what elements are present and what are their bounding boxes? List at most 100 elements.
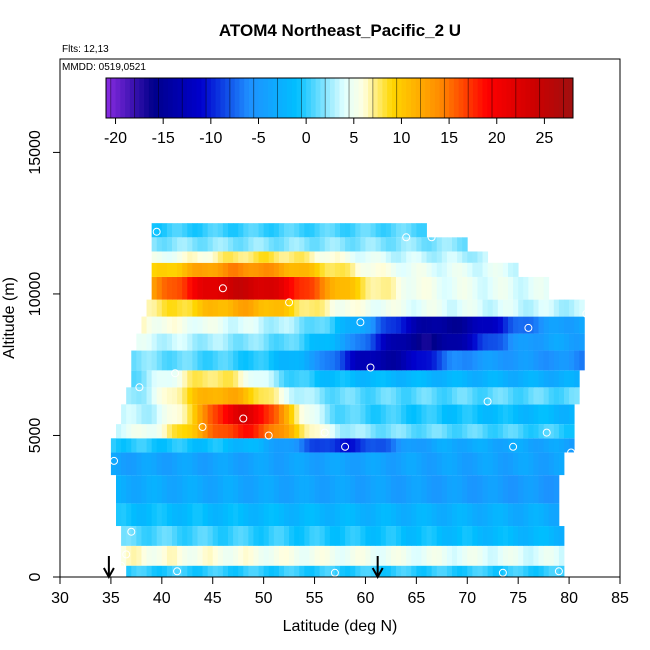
heatmap-cell [314, 475, 321, 504]
heatmap-cell [284, 316, 290, 334]
heatmap-cell [228, 276, 234, 300]
heatmap-cell [370, 503, 377, 527]
heatmap-cell [329, 370, 336, 388]
heatmap-cell [284, 503, 290, 527]
heatmap-cell [284, 438, 290, 453]
heatmap-cell [462, 452, 468, 476]
heatmap-cell [457, 404, 463, 425]
heatmap-cell [166, 387, 173, 405]
heatmap-cell [278, 251, 285, 263]
heatmap-cell [278, 387, 285, 405]
heatmap-cell [406, 333, 412, 351]
heatmap-cell [304, 404, 310, 425]
heatmap-cell [324, 424, 331, 439]
heatmap-cell [182, 316, 188, 334]
heatmap-cell [243, 438, 249, 453]
heatmap-cell [390, 237, 397, 252]
heatmap-cell [523, 404, 529, 425]
heatmap-cell [238, 350, 244, 371]
heatmap-cell [294, 350, 300, 371]
heatmap-cell [212, 387, 219, 405]
heatmap-cell [192, 223, 198, 238]
colorbar-swatch [515, 78, 521, 118]
heatmap-cell [396, 475, 402, 504]
heatmap-cell [502, 438, 509, 453]
heatmap-cell [472, 503, 478, 527]
heatmap-cell [543, 503, 550, 527]
heatmap-cell [177, 452, 183, 476]
heatmap-cell [121, 452, 127, 476]
heatmap-cell [355, 424, 361, 439]
heatmap-cell [426, 475, 433, 504]
heatmap-cell [284, 565, 290, 577]
heatmap-cell [416, 526, 422, 546]
heatmap-cell [355, 387, 361, 405]
heatmap-cell [441, 424, 448, 439]
heatmap-cell [360, 387, 366, 405]
heatmap-cell [396, 503, 402, 527]
heatmap-cell [187, 223, 193, 238]
heatmap-cell [319, 387, 326, 405]
heatmap-cell [528, 475, 534, 504]
heatmap-cell [472, 565, 478, 577]
heatmap-cell [192, 424, 198, 439]
heatmap-cell [385, 503, 392, 527]
heatmap-cell [564, 387, 570, 405]
heatmap-cell [513, 262, 519, 277]
heatmap-cell [314, 387, 321, 405]
colorbar-swatch [120, 78, 126, 118]
heatmap-cell [166, 424, 173, 439]
heatmap-cell [263, 387, 270, 405]
heatmap-cell [528, 424, 534, 439]
heatmap-cell [513, 545, 519, 566]
heatmap-cell [294, 404, 300, 425]
heatmap-cell [558, 545, 565, 566]
heatmap-cell [416, 565, 422, 577]
heatmap-cell [273, 404, 280, 425]
heatmap-cell [202, 262, 209, 277]
heatmap-cell [446, 299, 453, 317]
heatmap-cell [446, 350, 453, 371]
heatmap-cell [502, 387, 509, 405]
heatmap-cell [248, 237, 254, 252]
heatmap-cell [477, 333, 483, 351]
heatmap-cell [207, 262, 214, 277]
heatmap-cell [518, 299, 524, 317]
heatmap-cell [233, 251, 239, 263]
heatmap-cell [518, 526, 524, 546]
heatmap-cell [299, 475, 305, 504]
heatmap-cell [228, 503, 234, 527]
heatmap-cell [284, 262, 290, 277]
heatmap-cell [564, 438, 570, 453]
heatmap-cell [228, 565, 234, 577]
heatmap-cell [553, 475, 560, 504]
heatmap-cell [426, 503, 433, 527]
heatmap-cell [177, 438, 183, 453]
x-axis: 30 35 40 45 50 55 60 65 70 75 80 85 [51, 577, 629, 607]
heatmap-cell [233, 350, 239, 371]
heatmap-cell [207, 387, 214, 405]
heatmap-cell [197, 333, 203, 351]
heatmap-cell [334, 276, 341, 300]
heatmap-cell [151, 565, 158, 577]
heatmap-cell [487, 526, 494, 546]
heatmap-cell [411, 237, 417, 252]
heatmap-cell [431, 526, 438, 546]
heatmap-cell [411, 503, 417, 527]
heatmap-cell [151, 276, 158, 300]
heatmap-cell [299, 438, 305, 453]
heatmap-cell [238, 370, 244, 388]
colorbar-swatch [558, 78, 564, 118]
heatmap-cell [411, 251, 417, 263]
colorbar-swatch [534, 78, 541, 118]
colorbar-swatch [201, 78, 207, 118]
heatmap-cell [513, 299, 519, 317]
heatmap-cell [370, 475, 377, 504]
heatmap-cell [258, 370, 265, 388]
heatmap-cell [309, 370, 315, 388]
heatmap-cell [401, 503, 407, 527]
heatmap-cell [436, 424, 443, 439]
colorbar-swatch [291, 78, 298, 118]
colorbar-swatch [134, 78, 140, 118]
